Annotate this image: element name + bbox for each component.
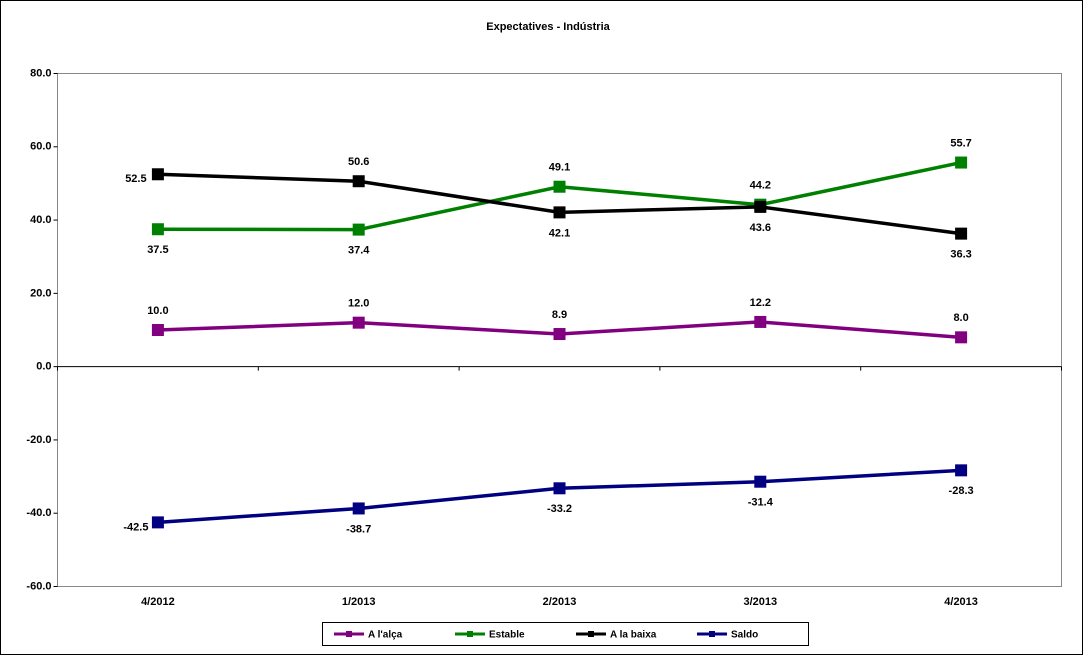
data-label: 52.5 — [125, 173, 146, 185]
data-point — [955, 156, 968, 169]
data-point — [151, 168, 164, 181]
data-point — [553, 180, 566, 193]
data-label: 10.0 — [147, 305, 168, 317]
y-tick-label: 0.0 — [36, 361, 51, 373]
y-tick-label: 40.0 — [30, 214, 51, 226]
data-point — [352, 502, 365, 515]
legend-label: A l'alça — [368, 630, 403, 641]
x-tick-label: 1/2013 — [342, 596, 376, 608]
data-point — [151, 223, 164, 236]
y-tick-label: 80.0 — [30, 67, 51, 79]
y-tick-label: -40.0 — [26, 507, 51, 519]
data-label: 12.2 — [750, 297, 771, 309]
data-point — [955, 464, 968, 477]
data-point — [754, 475, 767, 488]
data-label: 37.5 — [147, 244, 168, 256]
legend-label: A la baixa — [610, 630, 657, 641]
data-point — [352, 223, 365, 236]
y-tick-label: -60.0 — [26, 580, 51, 592]
legend-label: Saldo — [731, 630, 758, 641]
data-point — [955, 331, 968, 344]
legend-marker — [588, 631, 594, 637]
data-label: 37.4 — [348, 245, 370, 257]
data-point — [754, 315, 767, 328]
chart-title: Expectatives - Indústria — [486, 21, 610, 33]
legend-marker — [467, 631, 473, 637]
data-label: 49.1 — [549, 162, 570, 174]
data-point — [553, 328, 566, 341]
y-tick-label: 20.0 — [30, 287, 51, 299]
y-tick-label: -20.0 — [26, 434, 51, 446]
data-label: 12.0 — [348, 298, 369, 310]
data-label: 44.2 — [750, 180, 771, 192]
data-label: 42.1 — [549, 227, 570, 239]
legend-marker — [709, 631, 715, 637]
data-label: -28.3 — [949, 485, 974, 497]
x-tick-label: 2/2013 — [543, 596, 577, 608]
legend-marker — [346, 631, 352, 637]
data-point — [151, 516, 164, 529]
legend-label: Estable — [489, 630, 525, 641]
data-label: 50.6 — [348, 156, 369, 168]
data-point — [151, 324, 164, 336]
data-label: -33.2 — [547, 503, 572, 515]
data-point — [955, 227, 968, 240]
data-label: 36.3 — [950, 249, 971, 261]
data-label: -38.7 — [346, 523, 371, 535]
data-point — [352, 316, 365, 329]
data-label: 43.6 — [750, 222, 771, 234]
x-tick-label: 4/2013 — [944, 596, 978, 608]
data-point — [352, 175, 365, 188]
data-point — [754, 200, 767, 213]
legend — [322, 622, 809, 646]
y-tick-label: 60.0 — [30, 141, 51, 153]
data-label: 8.0 — [953, 312, 968, 324]
data-label: -42.5 — [123, 521, 148, 533]
x-tick-label: 3/2013 — [743, 596, 777, 608]
data-label: 55.7 — [950, 137, 971, 149]
data-point — [553, 482, 566, 495]
data-label: -31.4 — [748, 497, 774, 509]
data-label: 8.9 — [552, 309, 567, 321]
x-tick-label: 4/2012 — [141, 596, 175, 608]
data-point — [553, 206, 566, 219]
